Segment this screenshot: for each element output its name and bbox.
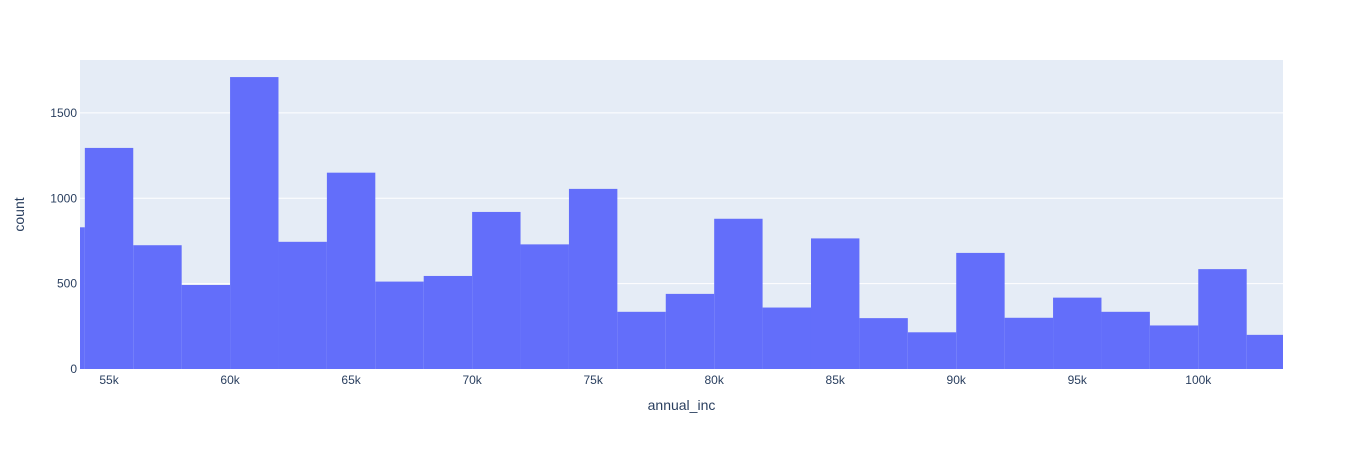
histogram-bar[interactable] [714, 218, 763, 369]
histogram-bar[interactable] [36, 227, 85, 369]
x-axis-ticks: 55k 60k 65k 70k 75k 80k 85k 90k 95k 100k [99, 373, 1212, 387]
x-tick-label: 70k [462, 373, 482, 387]
histogram-bar[interactable] [859, 318, 908, 369]
histogram-bar[interactable] [1004, 317, 1054, 369]
x-tick-label: 80k [704, 373, 724, 387]
y-axis-title: count [11, 197, 27, 231]
histogram-bar[interactable] [762, 307, 811, 369]
bars-group [36, 77, 1295, 369]
histogram-bar[interactable] [472, 211, 521, 369]
x-tick-label: 95k [1068, 373, 1088, 387]
histogram-bar[interactable] [665, 293, 715, 369]
x-tick-label: 75k [583, 373, 603, 387]
x-tick-label: 85k [826, 373, 846, 387]
y-tick-label: 1500 [50, 106, 77, 120]
histogram-bar[interactable] [1246, 334, 1295, 369]
y-tick-label: 0 [70, 362, 77, 376]
histogram-bar[interactable] [133, 245, 182, 369]
histogram-bar[interactable] [181, 285, 231, 369]
x-tick-label: 60k [220, 373, 240, 387]
x-axis-title: annual_inc [648, 397, 716, 413]
histogram-bar[interactable] [84, 147, 134, 369]
histogram-bar[interactable] [1101, 311, 1150, 369]
histogram-bar[interactable] [1053, 297, 1102, 369]
histogram-bar[interactable] [1198, 269, 1247, 369]
histogram-bar[interactable] [907, 332, 957, 369]
histogram-bar[interactable] [956, 252, 1005, 369]
histogram-bar[interactable] [326, 172, 376, 369]
x-tick-label: 100k [1185, 373, 1212, 387]
histogram-bar[interactable] [278, 241, 327, 369]
histogram-bar[interactable] [520, 244, 569, 369]
histogram-bar[interactable] [230, 77, 279, 369]
y-tick-label: 500 [57, 277, 77, 291]
histogram-bar[interactable] [810, 238, 860, 369]
y-tick-label: 1000 [50, 191, 77, 205]
histogram-bar[interactable] [423, 275, 473, 369]
histogram-bar[interactable] [375, 281, 424, 369]
histogram-bar[interactable] [617, 311, 666, 369]
x-tick-label: 65k [341, 373, 361, 387]
y-axis-ticks: 0 500 1000 1500 [50, 106, 77, 376]
histogram-bar[interactable] [568, 188, 618, 369]
x-tick-label: 55k [99, 373, 119, 387]
x-tick-label: 90k [947, 373, 967, 387]
histogram-bar[interactable] [1149, 325, 1199, 369]
